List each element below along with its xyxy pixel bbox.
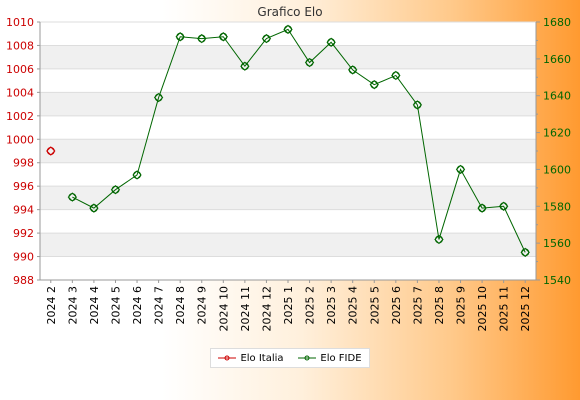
series-point-ring-1 [305,58,314,67]
left-tick-label: 998 [13,157,34,170]
left-tick-label: 996 [13,180,34,193]
x-tick-label: 2025 11 [498,286,511,332]
legend-label-elo-fide: Elo FIDE [320,352,362,364]
series-point-ring-1 [434,235,443,244]
series-point-1 [110,184,121,195]
left-tick-label: 992 [13,227,34,240]
right-tick-label: 1580 [543,200,571,213]
grid-band [40,45,536,69]
series-point-ring-1 [370,80,379,89]
series-point-ring-1 [133,170,142,179]
left-tick-label: 988 [13,274,34,287]
right-tick-label: 1680 [543,16,571,29]
series-point-ring-1 [68,193,77,202]
series-point-1 [391,70,401,81]
series-point-ring-1 [391,71,400,80]
left-tick-label: 1008 [6,39,34,52]
right-tick-label: 1600 [543,163,571,176]
legend-swatch-elo-italia [218,355,237,361]
left-tick-label: 1002 [6,110,34,123]
series-point-ring-1 [348,65,357,74]
x-tick-label: 2024 9 [196,286,209,325]
x-tick-label: 2024 2 [45,286,58,325]
series-point-ring-1 [413,100,422,109]
left-tick-label: 1010 [6,16,34,29]
series-point-1 [240,61,250,71]
series-point-ring-1 [284,25,292,34]
series-point-1 [89,203,99,213]
left-tick-label: 1006 [6,63,34,76]
right-tick-label: 1660 [543,53,571,66]
series-point-ring-1 [89,204,98,213]
series-point-ring-1 [521,248,530,257]
series-point-ring-1 [219,32,228,41]
series-point-ring-1 [111,185,120,194]
right-tick-label: 1620 [543,127,571,140]
x-tick-label: 2025 5 [368,286,381,325]
x-tick-label: 2025 8 [433,286,446,325]
x-tick-label: 2024 7 [153,286,166,325]
left-tick-label: 994 [13,204,34,217]
x-tick-label: 2024 11 [239,286,252,332]
series-point-ring-1 [240,62,249,71]
series-line-1 [72,28,526,253]
x-tick-label: 2025 3 [325,286,338,325]
grid-band [40,92,536,116]
series-point-0 [46,146,56,156]
series-point-ring-1 [327,38,336,47]
x-tick-label: 2024 4 [88,286,101,325]
series-point-ring-1 [499,202,508,211]
legend-label-elo-italia: Elo Italia [240,352,284,364]
left-tick-label: 1000 [6,133,34,146]
x-tick-label: 2025 2 [304,286,317,325]
series-point-1 [304,57,315,68]
series-point-ring-1 [176,32,185,41]
series-point-ring-0 [46,147,55,155]
series-point-1 [412,100,423,110]
x-tick-label: 2025 9 [455,286,468,325]
series-point-1 [455,164,466,175]
legend-item-elo-fide: Elo FIDE [298,352,362,364]
x-tick-label: 2024 10 [217,286,230,332]
right-tick-label: 1560 [543,237,571,250]
legend: Elo Italia Elo FIDE [210,348,370,368]
x-tick-label: 2025 12 [519,286,532,332]
series-point-ring-1 [456,165,465,174]
series-point-ring-1 [478,204,487,213]
right-tick-label: 1640 [543,90,571,103]
x-tick-label: 2024 12 [260,286,273,332]
x-tick-label: 2025 1 [282,286,295,325]
series-point-1 [218,32,229,42]
x-tick-label: 2024 8 [174,286,187,325]
legend-item-elo-italia: Elo Italia [218,352,284,364]
left-tick-label: 1004 [6,86,34,99]
chart-title: Grafico Elo [257,5,322,19]
x-tick-label: 2025 10 [476,286,489,332]
series-point-ring-1 [197,34,206,43]
right-tick-label: 1540 [543,274,571,287]
x-tick-label: 2024 3 [66,286,79,325]
x-tick-label: 2025 7 [411,286,424,325]
grid-band [40,186,536,210]
legend-swatch-elo-fide [298,355,317,361]
series-point-ring-1 [262,34,271,43]
x-tick-label: 2025 6 [390,286,403,325]
x-tick-label: 2024 5 [109,286,122,325]
series-point-1 [498,201,509,211]
series-point-1 [347,65,358,75]
grid-band [40,139,536,163]
grid-band [40,233,536,257]
x-tick-label: 2025 4 [347,286,360,325]
series-point-1 [477,203,487,213]
series-point-1 [175,32,185,42]
left-tick-label: 990 [13,251,34,264]
series-point-ring-1 [154,93,163,102]
x-tick-label: 2024 6 [131,286,144,325]
